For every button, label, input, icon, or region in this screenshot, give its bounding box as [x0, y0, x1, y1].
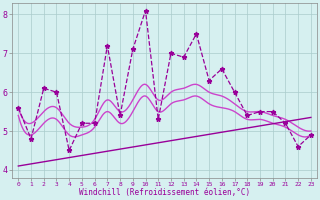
X-axis label: Windchill (Refroidissement éolien,°C): Windchill (Refroidissement éolien,°C): [79, 188, 250, 197]
